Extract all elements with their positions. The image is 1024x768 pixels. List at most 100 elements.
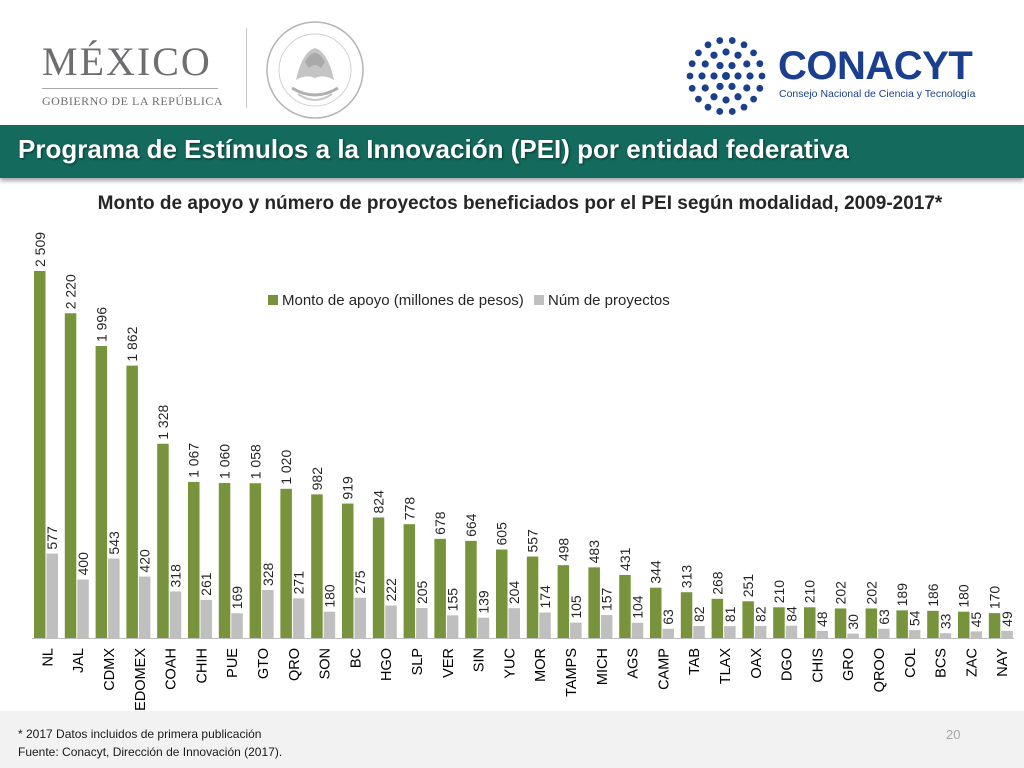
bar-monto-nl: [34, 271, 46, 638]
bar-monto-chih: [188, 481, 200, 638]
legend-item-monto: Monto de apoyo (millones de pesos): [268, 292, 524, 309]
bar-proyectos-chih: [200, 599, 212, 638]
category-label-cdmx: CDMX: [102, 648, 118, 691]
category-label-bc: BC: [348, 648, 364, 668]
data-label-monto-chis: 210: [802, 580, 818, 604]
slide-title: Programa de Estímulos a la Innovación (P…: [18, 134, 849, 164]
category-label-dgo: DGO: [780, 648, 796, 681]
bar-proyectos-qro: [292, 598, 305, 638]
data-label-monto-nay: 170: [987, 586, 1003, 610]
data-label-monto-sin: 664: [463, 513, 479, 537]
category-label-son: SON: [318, 648, 334, 679]
page-number: 20: [946, 727, 961, 742]
data-label-monto-oax: 251: [740, 574, 756, 598]
logo-divider: [246, 28, 247, 108]
bar-proyectos-cdmx: [108, 558, 120, 638]
category-label-gto: GTO: [256, 648, 272, 679]
bar-monto-col: [896, 610, 908, 638]
data-label-monto-nl: 2 509: [32, 232, 48, 267]
bar-monto-ver: [434, 538, 446, 638]
data-label-proyectos-son: 180: [321, 584, 337, 608]
bar-monto-edomex: [126, 365, 138, 638]
chart-title: Monto de apoyo y número de proyectos ben…: [97, 193, 943, 214]
data-label-monto-tlax: 268: [709, 571, 725, 595]
data-label-proyectos-qro: 271: [291, 571, 307, 595]
category-label-ver: VER: [441, 648, 457, 678]
mexico-government-logo: MÉXICO GOBIERNO DE LA REPÚBLICA: [38, 38, 228, 118]
conacyt-logo-word: CONACYT: [778, 44, 973, 88]
category-label-zac: ZAC: [964, 648, 980, 677]
category-label-tab: TAB: [687, 648, 703, 675]
bar-proyectos-bcs: [939, 633, 952, 638]
bar-monto-tlax: [711, 598, 724, 638]
data-label-monto-dgo: 210: [771, 580, 787, 604]
data-label-proyectos-slp: 205: [414, 580, 430, 604]
bar-proyectos-tamps: [570, 622, 582, 638]
bar-monto-slp: [403, 524, 416, 638]
category-label-mich: MICH: [595, 648, 611, 685]
national-seal-icon: [266, 21, 364, 119]
data-label-monto-qroo: 202: [863, 581, 879, 605]
title-banner: Programa de Estímulos a la Innovación (P…: [0, 125, 1024, 178]
bar-monto-ags: [619, 574, 631, 638]
category-label-mor: MOR: [533, 648, 549, 682]
data-label-proyectos-nl: 577: [44, 526, 60, 550]
data-label-monto-gto: 1 058: [247, 444, 263, 479]
data-label-monto-bcs: 186: [925, 583, 941, 607]
data-label-monto-jal: 2 220: [63, 274, 79, 309]
data-label-monto-tab: 313: [679, 565, 695, 589]
bar-proyectos-nl: [46, 553, 58, 638]
category-label-edomex: EDOMEX: [133, 648, 149, 711]
data-label-monto-son: 982: [309, 467, 325, 491]
category-label-qro: QRO: [287, 648, 303, 681]
category-label-gro: GRO: [841, 648, 857, 681]
category-label-ags: AGS: [626, 648, 642, 679]
legend-label-proyectos: Núm de proyectos: [547, 292, 670, 309]
data-label-monto-pue: 1 060: [217, 444, 233, 479]
data-label-proyectos-ver: 155: [445, 588, 461, 612]
data-label-proyectos-camp: 63: [660, 609, 676, 625]
category-label-bcs: BCS: [934, 648, 950, 678]
bar-monto-bc: [342, 503, 354, 638]
data-label-monto-mor: 557: [525, 529, 541, 553]
legend-label-monto: Monto de apoyo (millones de pesos): [282, 292, 524, 309]
bar-proyectos-qroo: [878, 628, 890, 638]
data-label-proyectos-ags: 104: [629, 595, 645, 619]
bar-proyectos-tlax: [724, 626, 736, 638]
source-note: Fuente: Conacyt, Dirección de Innovación…: [18, 745, 283, 759]
bar-proyectos-nay: [1001, 630, 1013, 638]
chart-legend: Monto de apoyo (millones de pesos) Núm d…: [268, 292, 676, 312]
conacyt-dots-icon: [686, 37, 766, 115]
category-label-col: COL: [903, 648, 919, 678]
bar-monto-pue: [218, 482, 231, 638]
data-label-proyectos-tlax: 81: [722, 606, 738, 622]
data-label-proyectos-bcs: 33: [937, 613, 953, 629]
data-label-proyectos-edomex: 420: [137, 549, 153, 573]
bar-monto-son: [311, 494, 323, 638]
category-label-slp: SLP: [410, 648, 426, 675]
bar-monto-bcs: [927, 610, 939, 638]
data-label-monto-yuc: 605: [494, 522, 510, 546]
footnote: * 2017 Datos incluidos de primera public…: [18, 727, 262, 741]
data-label-proyectos-cdmx: 543: [106, 531, 122, 555]
mexico-logo-word: MÉXICO: [42, 39, 212, 84]
data-label-monto-bc: 919: [340, 476, 356, 500]
bar-proyectos-yuc: [508, 608, 520, 638]
bar-proyectos-dgo: [785, 625, 798, 638]
data-label-proyectos-bc: 275: [352, 570, 368, 594]
data-label-monto-mich: 483: [586, 540, 602, 564]
category-label-sin: SIN: [472, 648, 488, 672]
category-label-nay: NAY: [995, 648, 1011, 677]
category-label-jal: JAL: [71, 648, 87, 673]
bar-monto-coah: [157, 443, 169, 638]
legend-item-proyectos: Núm de proyectos: [533, 292, 670, 309]
category-label-hgo: HGO: [379, 648, 395, 681]
bar-monto-gto: [249, 483, 262, 638]
bar-proyectos-zac: [970, 631, 982, 638]
data-label-proyectos-gto: 328: [260, 562, 276, 586]
bar-proyectos-hgo: [385, 605, 397, 638]
data-label-proyectos-mich: 157: [599, 587, 615, 611]
data-label-proyectos-gro: 30: [845, 614, 861, 630]
bar-proyectos-gto: [262, 590, 274, 638]
